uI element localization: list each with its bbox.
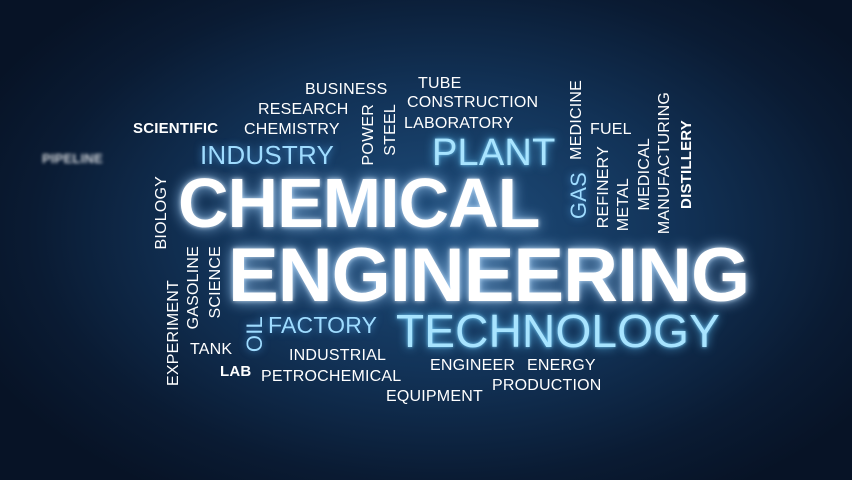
word-industry: INDUSTRY (200, 140, 335, 170)
word-gasoline: GASOLINE (185, 246, 202, 330)
word-equipment: EQUIPMENT (386, 388, 483, 405)
word-factory: FACTORY (268, 312, 378, 338)
word-lab: LAB (220, 363, 252, 380)
word-metal: METAL (615, 178, 632, 232)
word-scientific: SCIENTIFIC (133, 120, 219, 137)
word-gas: GAS (566, 172, 591, 220)
word-medicine: MEDICINE (568, 80, 585, 160)
word-experiment: EXPERIMENT (165, 280, 182, 387)
word-distillery: DISTILLERY (678, 120, 695, 209)
word-production: PRODUCTION (492, 377, 602, 394)
word-science: SCIENCE (207, 246, 224, 319)
word-chemical: CHEMICAL (178, 164, 540, 242)
word-power: POWER (360, 104, 377, 166)
word-refinery: REFINERY (595, 146, 612, 229)
word-laboratory: LABORATORY (404, 115, 514, 132)
word-engineer: ENGINEER (430, 357, 516, 374)
word-tube: TUBE (418, 75, 462, 92)
word-research: RESEARCH (258, 101, 349, 118)
word-industrial: INDUSTRIAL (289, 347, 387, 364)
word-tank: TANK (190, 341, 233, 358)
word-steel: STEEL (382, 104, 399, 156)
word-engineering: ENGINEERING (228, 233, 750, 318)
word-technology: TECHNOLOGY (396, 305, 721, 357)
word-plant: PLANT (432, 132, 556, 174)
word-biology: BIOLOGY (153, 176, 170, 250)
word-construction: CONSTRUCTION (407, 94, 539, 111)
word-pipeline: PIPELINE (42, 151, 103, 166)
word-business: BUSINESS (305, 81, 388, 98)
word-manufacturing: MANUFACTURING (656, 92, 673, 235)
word-energy: ENERGY (527, 357, 596, 374)
word-medical: MEDICAL (636, 138, 653, 211)
word-chemistry: CHEMISTRY (244, 121, 340, 138)
word-fuel: FUEL (590, 121, 632, 138)
word-petrochemical: PETROCHEMICAL (261, 368, 402, 385)
word-oil: OIL (242, 316, 267, 353)
